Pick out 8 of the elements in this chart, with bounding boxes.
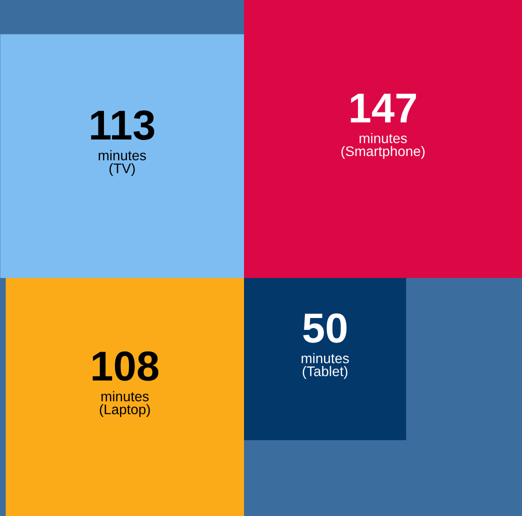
category-label: minutes (Tablet) (302, 353, 349, 379)
category-label: minutes (Laptop) (100, 391, 150, 418)
data-label: 108 (92, 351, 158, 381)
data-label: 113 (91, 110, 154, 140)
category-label: minutes (Smartphone) (341, 133, 425, 159)
category-label: minutes (TV) (98, 150, 146, 176)
data-label: 147 (350, 94, 416, 122)
data-label: 50 (303, 313, 347, 343)
